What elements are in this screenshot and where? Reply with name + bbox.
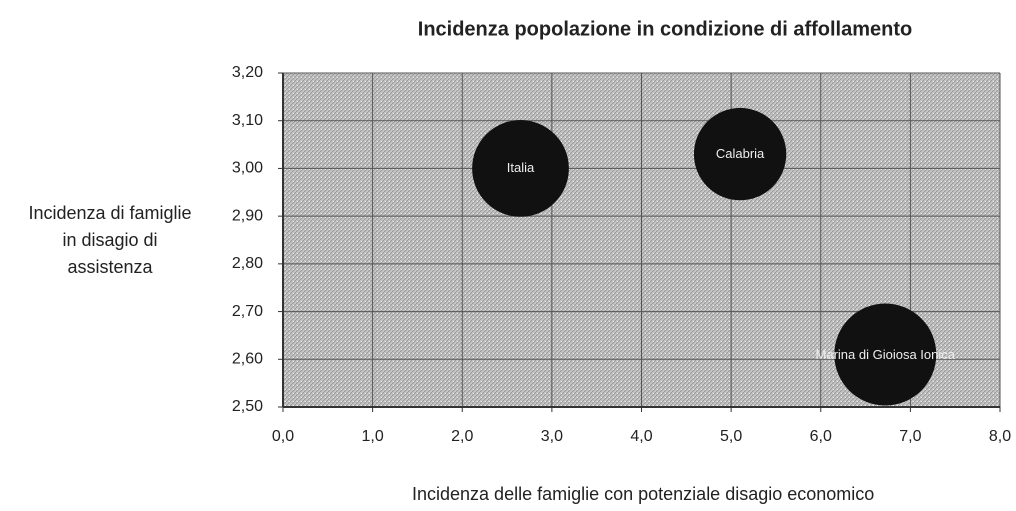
y-tick-label: 3,20 bbox=[232, 64, 263, 81]
x-tick-label: 5,0 bbox=[720, 428, 742, 445]
x-tick-label: 8,0 bbox=[989, 428, 1011, 445]
y-axis-title: Incidenza di famiglie in disagio di assi… bbox=[28, 203, 192, 277]
x-tick-label: 4,0 bbox=[630, 428, 652, 445]
y-tick-label: 2,60 bbox=[232, 351, 263, 368]
y-tick-label: 2,80 bbox=[232, 255, 263, 272]
bubble-label: Calabria bbox=[715, 146, 765, 162]
bubble-label: Italia bbox=[506, 160, 535, 176]
bubble bbox=[834, 303, 937, 406]
bubble bbox=[472, 120, 569, 217]
bubble-label: Marina di Gioiosa Ionica bbox=[815, 346, 955, 362]
x-tick-label: 2,0 bbox=[451, 428, 473, 445]
x-tick-label: 7,0 bbox=[899, 428, 921, 445]
x-tick-label: 6,0 bbox=[810, 428, 832, 445]
bubble bbox=[693, 107, 787, 201]
y-tick-label: 3,00 bbox=[232, 160, 263, 177]
y-tick-label: 3,10 bbox=[232, 112, 263, 129]
y-tick-label: 2,70 bbox=[232, 303, 263, 320]
x-axis-title: Incidenza delle famiglie con potenziale … bbox=[412, 484, 874, 504]
x-tick-label: 0,0 bbox=[272, 428, 294, 445]
chart-title: Incidenza popolazione in condizione di a… bbox=[418, 18, 912, 40]
x-tick-label: 1,0 bbox=[362, 428, 384, 445]
y-tick-label: 2,90 bbox=[232, 207, 263, 224]
x-tick-label: 3,0 bbox=[541, 428, 563, 445]
y-tick-label: 2,50 bbox=[232, 398, 263, 415]
